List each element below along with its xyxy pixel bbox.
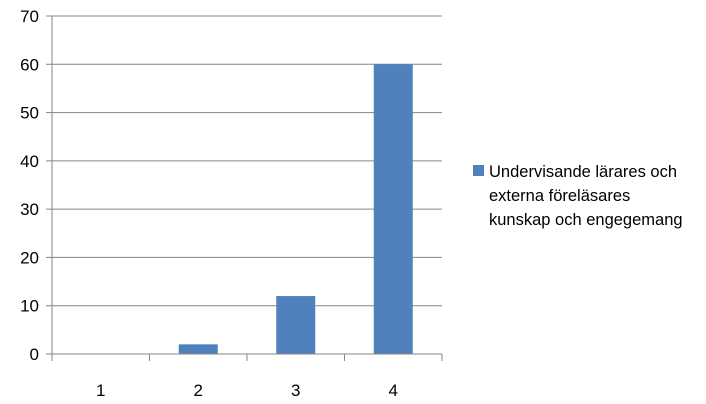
legend-swatch [473,165,484,176]
y-tick-label: 10 [20,297,39,316]
y-tick-label: 70 [20,7,39,26]
x-tick-label: 4 [389,381,398,400]
gridlines [52,15,442,307]
bars [178,64,413,355]
axes [46,15,443,361]
y-tick-label: 30 [20,200,39,219]
y-tick-label: 40 [20,152,39,171]
x-tick-label: 3 [291,381,300,400]
y-tick-label: 60 [20,55,39,74]
x-tick-labels: 1 2 3 4 [96,381,398,400]
y-tick-label: 50 [20,104,39,123]
bar-4 [373,64,413,355]
legend-label: Undervisande lärares och externa föreläs… [489,163,683,229]
y-tick-labels: 0 10 20 30 40 50 60 70 [20,7,39,364]
bar-2 [178,344,218,354]
bar-3 [276,296,316,354]
x-tick-label: 2 [194,381,203,400]
y-tick-label: 0 [30,345,39,364]
x-tick-label: 1 [96,381,105,400]
y-tick-label: 20 [20,248,39,267]
legend: Undervisande lärares och externa föreläs… [473,160,705,232]
